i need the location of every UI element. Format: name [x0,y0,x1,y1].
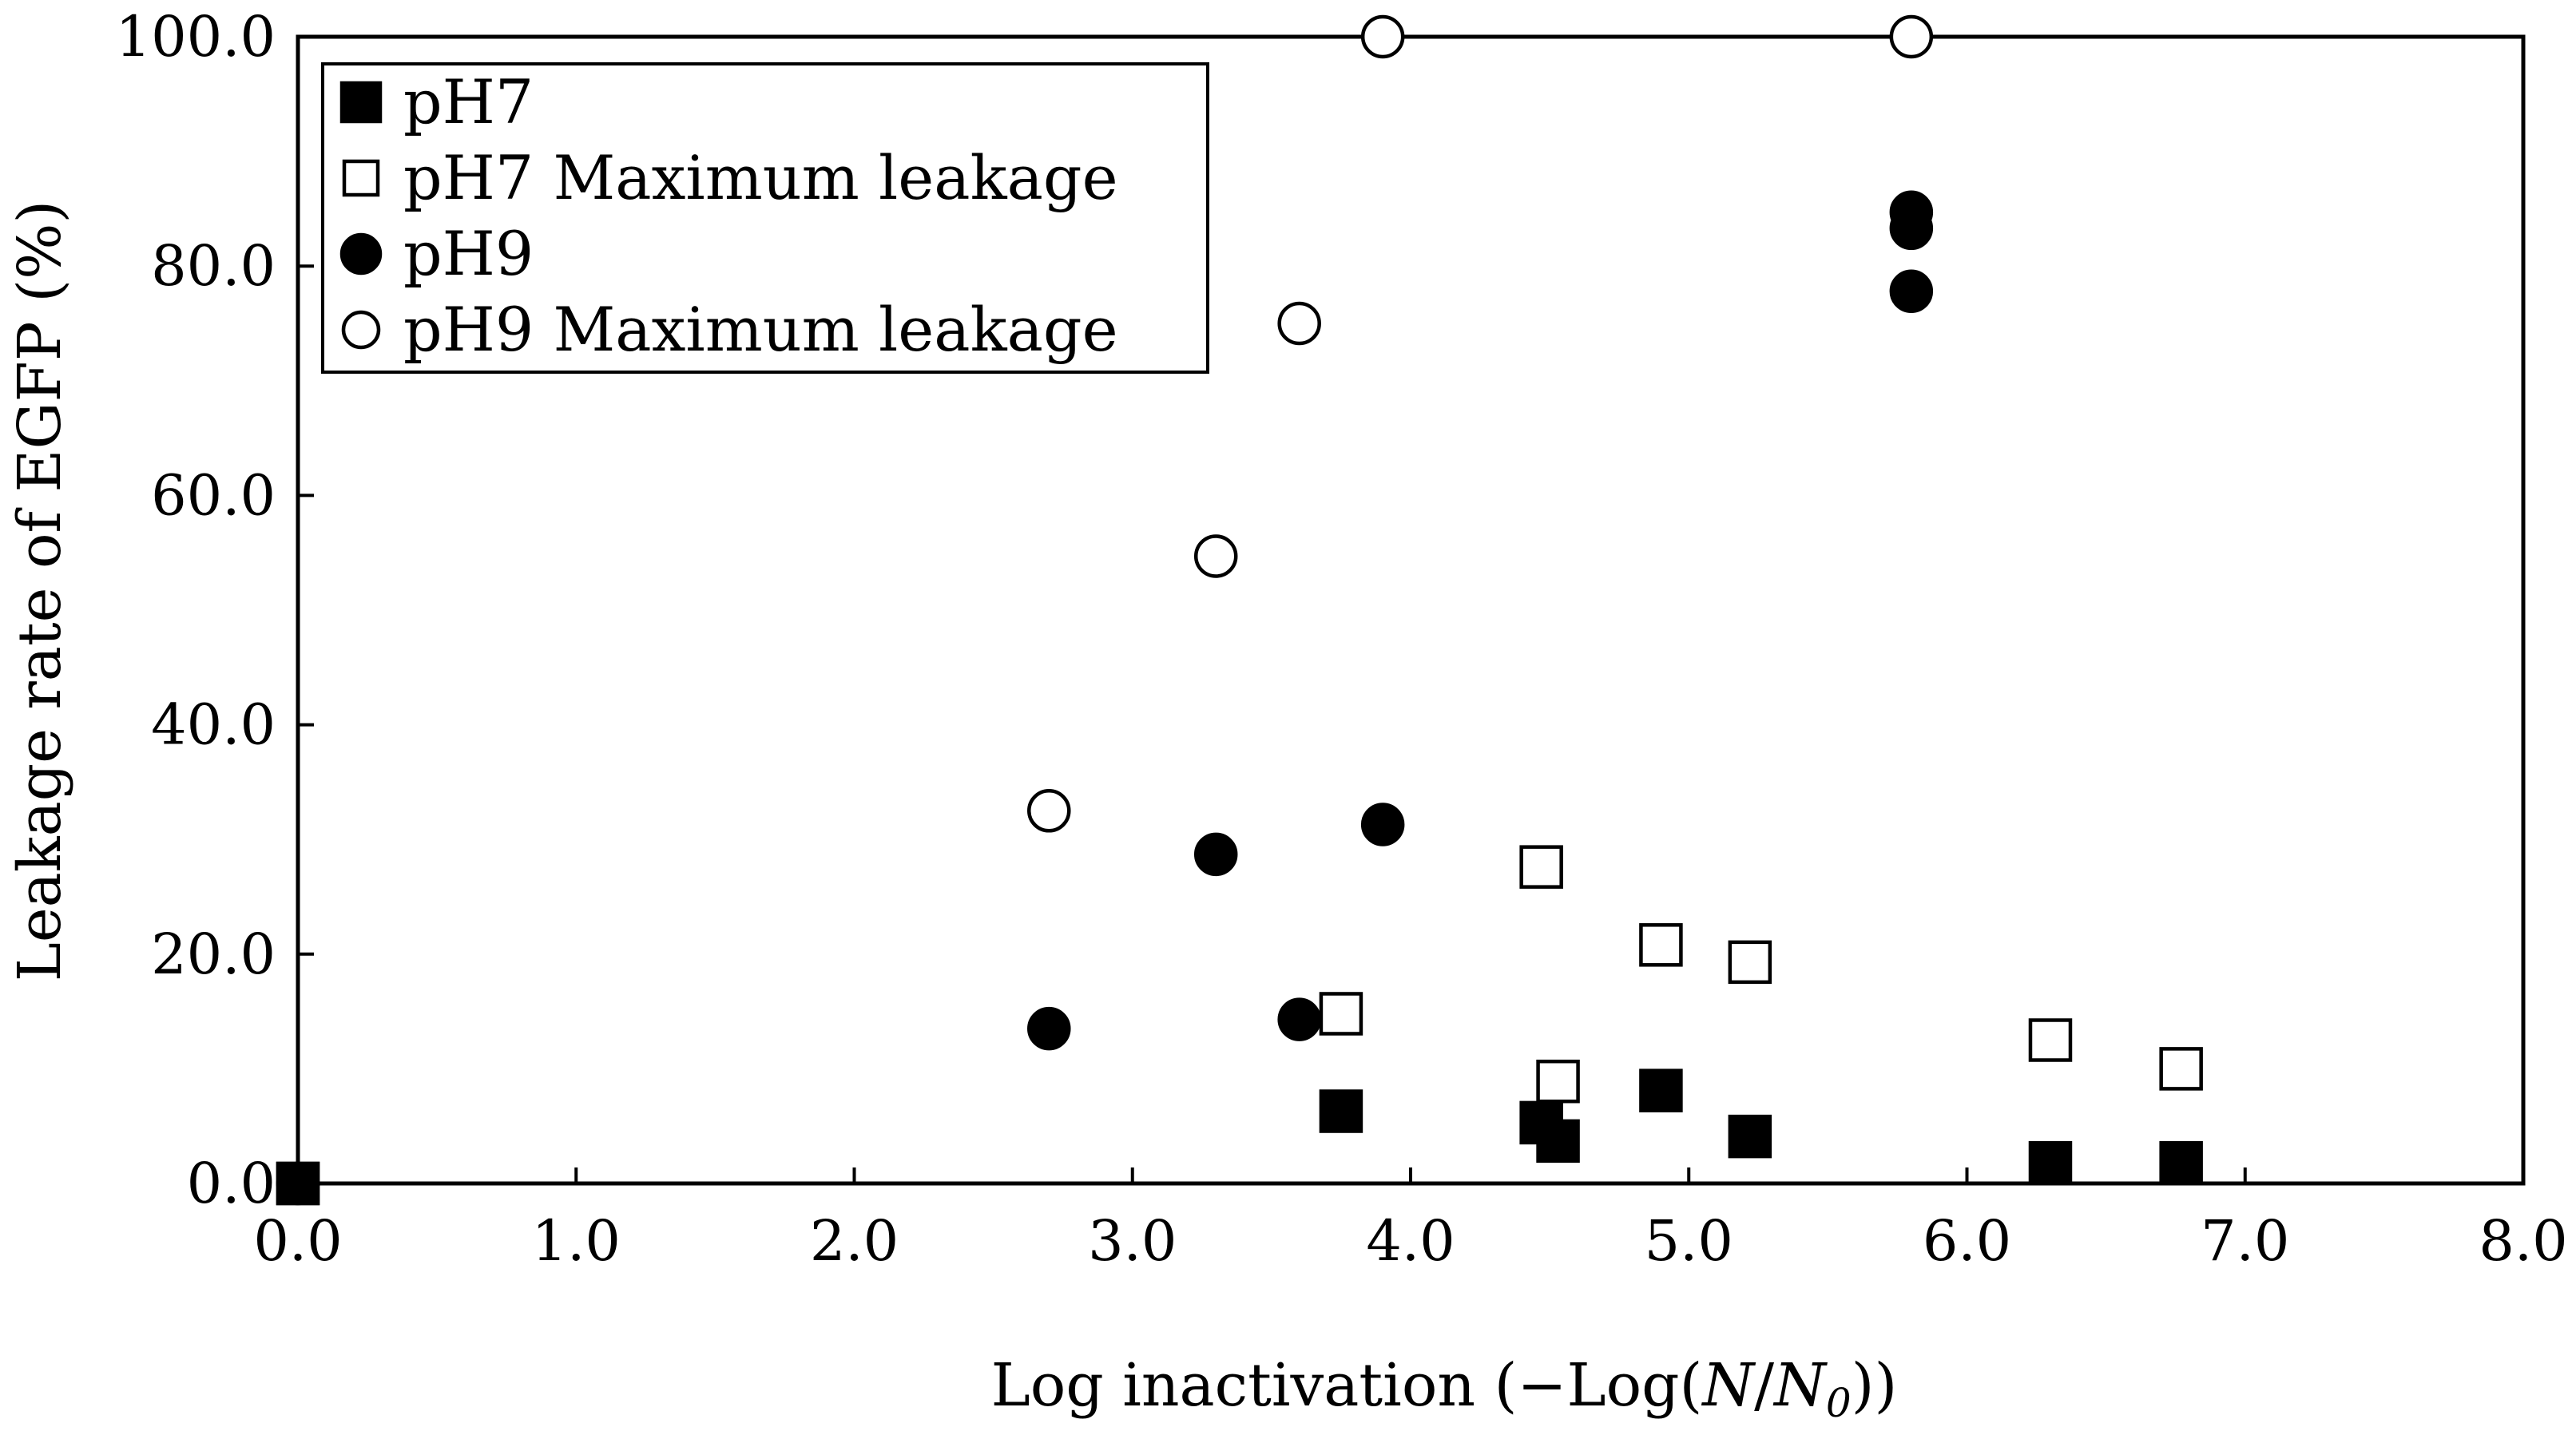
data-point [1728,940,1772,985]
legend-item: pH7 [339,66,534,137]
data-point [1193,534,1238,578]
x-tick-label: 0.0 [253,1208,342,1274]
series-ph9 [276,190,1934,1206]
legend-label: pH9 [403,218,534,289]
x-tick-label: 3.0 [1088,1208,1177,1274]
data-points [276,14,2203,1206]
legend-item: pH9 Maximum leakage [341,294,1118,365]
x-axis-tick-labels: 0.0 1.0 2.0 3.0 4.0 5.0 6.0 7.0 8.0 [253,1208,2567,1274]
y-axis-title: Leakage rate of EGFP (%) [6,200,74,982]
legend-item: pH9 [339,218,534,289]
data-point [1319,992,1363,1036]
data-point [1360,803,1405,846]
x-axis-title-n: N [1701,1351,1756,1420]
x-axis-title-suffix: )) [1852,1351,1898,1420]
legend-label: pH9 Maximum leakage [403,294,1118,365]
data-point [1027,789,1071,833]
y-tick-label: 80.0 [151,233,276,299]
y-tick-label: 100.0 [116,4,276,69]
data-point [1889,190,1934,234]
data-point [1889,269,1934,314]
legend-box [321,62,1209,374]
data-point [2159,1140,2203,1185]
data-point [1277,301,1321,346]
x-axis-title-slash: / [1754,1351,1774,1420]
x-tick-label: 8.0 [2479,1208,2567,1274]
y-tick-label: 20.0 [151,922,276,987]
data-point [1360,14,1405,59]
legend-marker [342,159,380,197]
legend-marker [339,232,383,276]
data-point [1639,923,1683,967]
x-axis-title-prefix: Log inactivation (−Log( [991,1351,1703,1420]
data-point [1536,1119,1580,1163]
x-tick-label: 1.0 [532,1208,621,1274]
x-axis-title-subscript: 0 [1826,1380,1852,1426]
legend-label: pH7 [403,66,534,137]
x-tick-label: 5.0 [1645,1208,1733,1274]
data-point [1319,1089,1363,1133]
y-tick-label: 60.0 [151,462,276,528]
legend-marker [341,310,381,350]
data-point [1889,14,1934,59]
data-point [1193,832,1238,877]
data-point [1639,1068,1683,1112]
x-tick-label: 2.0 [810,1208,899,1274]
data-point [1277,997,1321,1041]
y-tick-label: 40.0 [151,692,276,758]
data-point [1536,1059,1580,1104]
legend-label: pH7 Maximum leakage [403,142,1118,213]
data-point [1027,1006,1071,1051]
y-tick-label: 0.0 [187,1151,276,1216]
data-point [1728,1114,1772,1159]
data-point [2159,1047,2203,1091]
x-axis-title-n0: N [1772,1351,1828,1420]
data-point [276,1161,320,1206]
legend-marker [339,81,383,124]
legend-item: pH7 Maximum leakage [342,142,1118,213]
data-point [2028,1018,2073,1062]
x-tick-label: 6.0 [1923,1208,2011,1274]
y-axis-tick-labels: 0.0 20.0 40.0 60.0 80.0 100.0 [116,4,276,1216]
data-point [2028,1140,2073,1185]
x-tick-label: 7.0 [2201,1208,2289,1274]
x-axis-title: Log inactivation (−Log(N/N0)) [991,1351,1898,1426]
x-tick-label: 4.0 [1366,1208,1455,1274]
data-point [1519,845,1563,889]
